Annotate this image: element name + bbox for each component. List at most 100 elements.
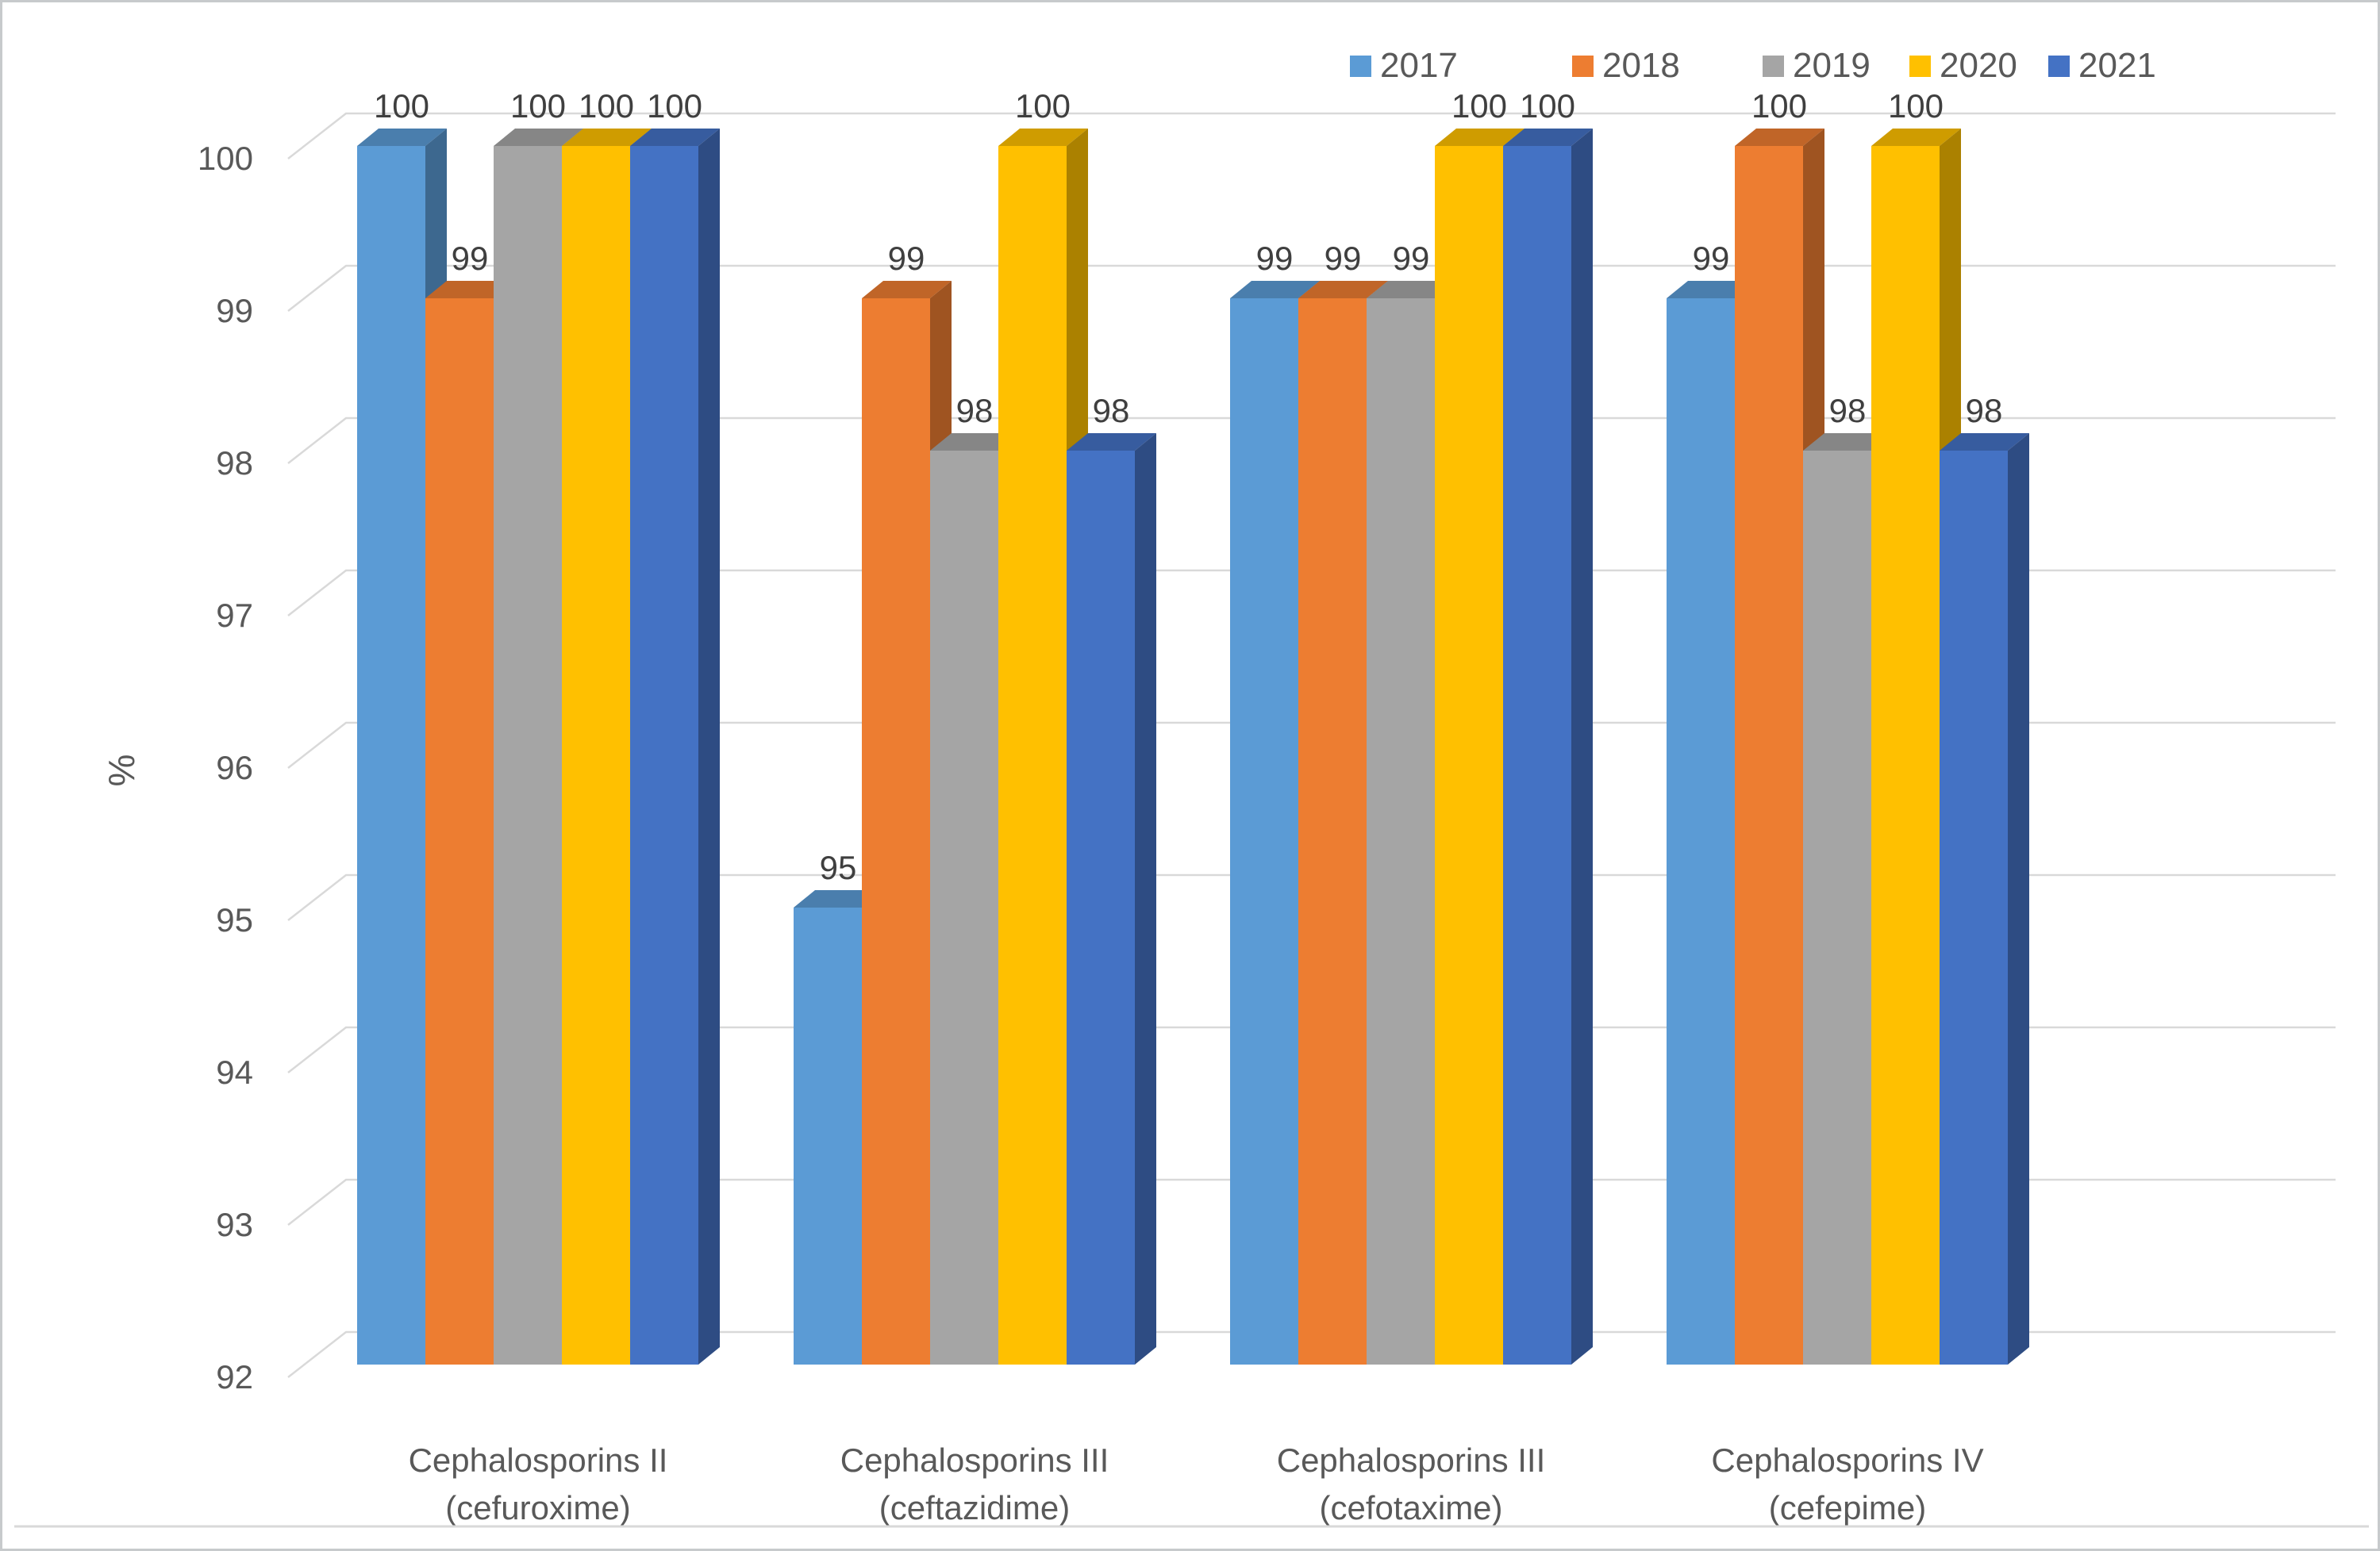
bar-2021-Cephalosporins II [630,146,698,1365]
data-label-2020-cat3: 100 [1451,87,1507,125]
legend-entry-2017: 2017 [1350,46,1458,85]
category-label-line2: (cefotaxime) [1319,1489,1502,1526]
legend-swatch-2021 [2048,55,2070,77]
bar-side-2021-cat2 [1135,433,1156,1365]
legend-entry-2020: 2020 [1909,46,2017,85]
category-label-line2: (cefepime) [1769,1489,1926,1526]
bar-top-2020-cat2 [998,129,1088,146]
bar-top-2019-cat4 [1803,433,1893,451]
data-label-2020-cat1: 100 [579,87,634,125]
legend-label: 2018 [1602,46,1680,85]
bar-2017-Cephalosporins III [794,908,862,1365]
gridline-99 [287,264,2336,312]
bar-top-2018-cat2 [862,281,952,298]
y-tick-label: 97 [216,597,253,634]
bar-2018-Cephalosporins III [862,298,930,1365]
bar-2018-Cephalosporins III [1298,298,1367,1365]
bar-2019-Cephalosporins II [494,146,562,1365]
category-label-line2: (ceftazidime) [879,1489,1070,1526]
bar-top-2017-cat4 [1667,281,1756,298]
bar-top-2020-cat4 [1871,129,1961,146]
bar-2017-Cephalosporins II [357,146,425,1365]
data-label-2017-cat1: 100 [374,87,429,125]
bar-2020-Cephalosporins III [1435,146,1503,1365]
category-label-line2: (cefuroxime) [445,1489,630,1526]
bar-2017-Cephalosporins III [1230,298,1298,1365]
bar-2019-Cephalosporins III [1367,298,1435,1365]
legend-entry-2021: 2021 [2048,46,2156,85]
data-label-2019-cat1: 100 [510,87,566,125]
bar-top-2021-cat3 [1503,129,1593,146]
legend-entry-2018: 2018 [1572,46,1680,85]
legend-swatch-2020 [1909,55,1931,77]
data-label-2017-cat2: 95 [820,849,857,886]
bar-2021-Cephalosporins IV [1940,451,2008,1365]
y-tick-label: 99 [216,292,253,329]
bar-2019-Cephalosporins IV [1803,451,1871,1365]
data-label-2020-cat4: 100 [1888,87,1944,125]
bar-top-2017-cat2 [794,890,883,908]
data-label-2017-cat4: 99 [1693,240,1730,277]
bar-top-2019-cat1 [494,129,583,146]
y-tick-label: 92 [216,1358,253,1396]
bar-top-2018-cat4 [1735,129,1824,146]
legend-swatch-2017 [1350,55,1371,77]
y-tick-label: 95 [216,901,253,939]
legend-label: 2020 [1940,46,2017,85]
bar-side-2021-cat3 [1571,129,1593,1365]
category-label-line1: Cephalosporins IV [1711,1442,1983,1479]
data-label-2019-cat3: 99 [1393,240,1430,277]
data-label-2021-cat1: 100 [647,87,702,125]
data-label-2019-cat2: 98 [956,392,994,429]
data-label-2020-cat2: 100 [1015,87,1071,125]
category-label-line1: Cephalosporins II [409,1442,668,1479]
legend-label: 2017 [1380,46,1458,85]
bar-top-2021-cat2 [1067,433,1156,451]
legend-swatch-2018 [1572,55,1594,77]
data-label-2018-cat3: 99 [1325,240,1362,277]
bar-2018-Cephalosporins II [425,298,494,1365]
data-label-2018-cat4: 100 [1751,87,1807,125]
bar-2021-Cephalosporins III [1503,146,1571,1365]
y-tick-label: 100 [198,140,253,177]
bar-2019-Cephalosporins III [930,451,998,1365]
bar-top-2021-cat4 [1940,433,2029,451]
bar-side-2021-cat1 [698,129,720,1365]
data-label-2021-cat2: 98 [1093,392,1130,429]
y-tick-label: 98 [216,444,253,482]
bar-2021-Cephalosporins III [1067,451,1135,1365]
legend-label: 2019 [1793,46,1871,85]
category-label-line1: Cephalosporins III [1277,1442,1546,1479]
bar-top-2019-cat3 [1367,281,1456,298]
y-axis-title: % [101,754,142,787]
gridline-100 [287,112,2336,159]
data-label-2017-cat3: 99 [1256,240,1294,277]
bar-top-2018-cat1 [425,281,515,298]
bar-2020-Cephalosporins IV [1871,146,1940,1365]
category-label-line1: Cephalosporins III [840,1442,1109,1479]
bar-2017-Cephalosporins IV [1667,298,1735,1365]
data-label-2019-cat4: 98 [1829,392,1867,429]
bar-2018-Cephalosporins IV [1735,146,1803,1365]
bar-top-2020-cat1 [562,129,652,146]
data-label-2021-cat4: 98 [1966,392,2003,429]
data-label-2018-cat1: 99 [452,240,489,277]
bar-side-2021-cat4 [2008,433,2029,1365]
y-tick-label: 94 [216,1054,253,1091]
bar-top-2019-cat2 [930,433,1020,451]
bar-top-2017-cat3 [1230,281,1320,298]
legend-label: 2021 [2078,46,2156,85]
bar-top-2017-cat1 [357,129,447,146]
bar-2020-Cephalosporins II [562,146,630,1365]
y-tick-label: 96 [216,749,253,786]
legend-entry-2019: 2019 [1763,46,1871,85]
bar-2020-Cephalosporins III [998,146,1067,1365]
bar-top-2020-cat3 [1435,129,1525,146]
bar-top-2018-cat3 [1298,281,1388,298]
data-label-2021-cat3: 100 [1520,87,1575,125]
data-label-2018-cat2: 99 [888,240,925,277]
bar-top-2021-cat1 [630,129,720,146]
legend-swatch-2019 [1763,55,1784,77]
